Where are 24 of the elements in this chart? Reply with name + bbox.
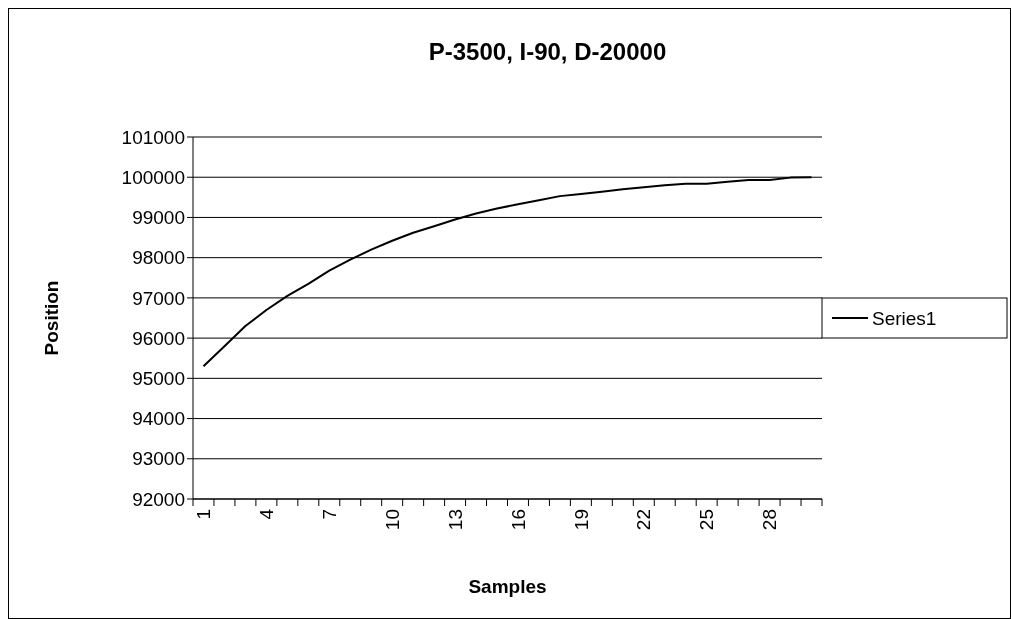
x-tick-label: 16 [507,509,529,531]
x-tick-label: 19 [570,509,592,531]
y-tick-label: 99000 [132,207,185,229]
y-tick-label: 92000 [132,488,185,510]
y-tick-label: 100000 [121,166,185,188]
x-tick-label: 13 [444,509,466,531]
y-tick-label: 93000 [132,448,185,470]
x-tick-label: 25 [696,509,718,531]
x-tick-label: 4 [256,508,278,520]
x-tick-label: 7 [318,509,340,520]
x-tick-label: 10 [381,509,403,531]
x-tick-label: 1 [193,509,215,520]
y-tick-label: 101000 [121,126,185,148]
y-axis-title: Position [41,280,62,356]
y-tick-label: 98000 [132,247,185,269]
x-tick-label: 28 [759,509,781,531]
y-tick-label: 95000 [132,367,185,389]
x-tick-label: 22 [633,509,655,531]
y-tick-label: 94000 [132,408,185,430]
legend-label: Series1 [872,307,937,329]
y-tick-label: 96000 [132,327,185,349]
y-tick-label: 97000 [132,287,185,309]
chart-title: P-3500, I-90, D-20000 [428,38,667,65]
x-axis-title: Samples [468,576,547,597]
